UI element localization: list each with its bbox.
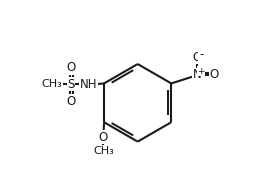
Text: O: O bbox=[67, 95, 76, 108]
Text: O: O bbox=[209, 68, 219, 81]
Text: S: S bbox=[67, 78, 75, 91]
Text: O: O bbox=[99, 131, 108, 144]
Text: CH₃: CH₃ bbox=[93, 146, 114, 156]
Text: O: O bbox=[67, 61, 76, 74]
Text: N: N bbox=[193, 68, 201, 81]
Text: +: + bbox=[197, 67, 204, 76]
Text: O: O bbox=[192, 51, 201, 64]
Text: CH₃: CH₃ bbox=[42, 79, 62, 89]
Text: -: - bbox=[199, 48, 203, 61]
Text: NH: NH bbox=[80, 77, 98, 91]
